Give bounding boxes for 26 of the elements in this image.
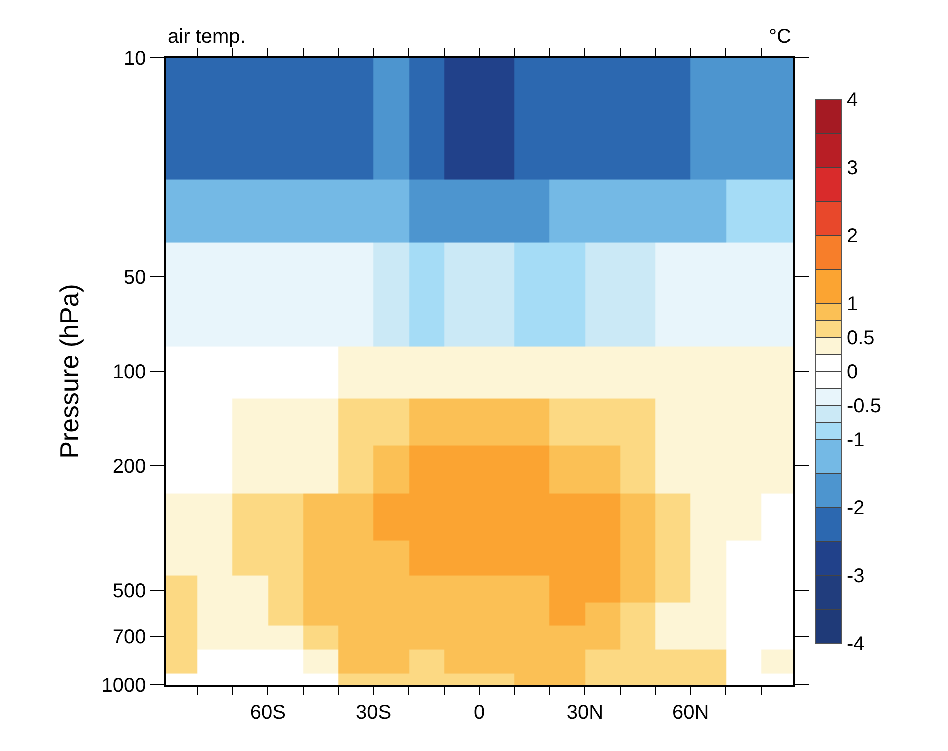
- x-tick-label: 0: [474, 702, 486, 724]
- color-bar-label: -2: [847, 498, 865, 520]
- color-bar-label: -3: [847, 566, 865, 588]
- chart-title: air temp.: [168, 26, 246, 48]
- color-bar-label: 2: [847, 226, 858, 248]
- color-bar-label: 4: [847, 90, 858, 112]
- y-tick-label: 700: [112, 626, 146, 648]
- color-bar-label: -0.5: [847, 396, 882, 418]
- y-axis-title: Pressure (hPa): [54, 284, 85, 459]
- color-bar-label: -1: [847, 430, 865, 452]
- x-tick-label: 30S: [356, 702, 392, 724]
- y-tick-label: 500: [112, 580, 146, 603]
- y-tick-label: 100: [112, 362, 146, 384]
- y-tick-label: 200: [112, 456, 146, 478]
- color-bar-label: 3: [847, 158, 858, 180]
- color-bar-title: °C: [769, 26, 792, 48]
- y-tick-label: 10: [124, 48, 146, 70]
- y-tick-label: 1000: [102, 675, 146, 697]
- color-bar-label: -4: [847, 634, 865, 656]
- x-tick-label: 60N: [672, 702, 710, 724]
- x-tick-label: 30N: [566, 702, 604, 724]
- x-tick-label: 60S: [250, 702, 286, 724]
- y-tick-label: 50: [124, 267, 146, 290]
- color-bar-label: 0.5: [847, 328, 875, 350]
- color-bar-label: 1: [847, 294, 858, 316]
- color-bar-label: 0: [847, 362, 858, 384]
